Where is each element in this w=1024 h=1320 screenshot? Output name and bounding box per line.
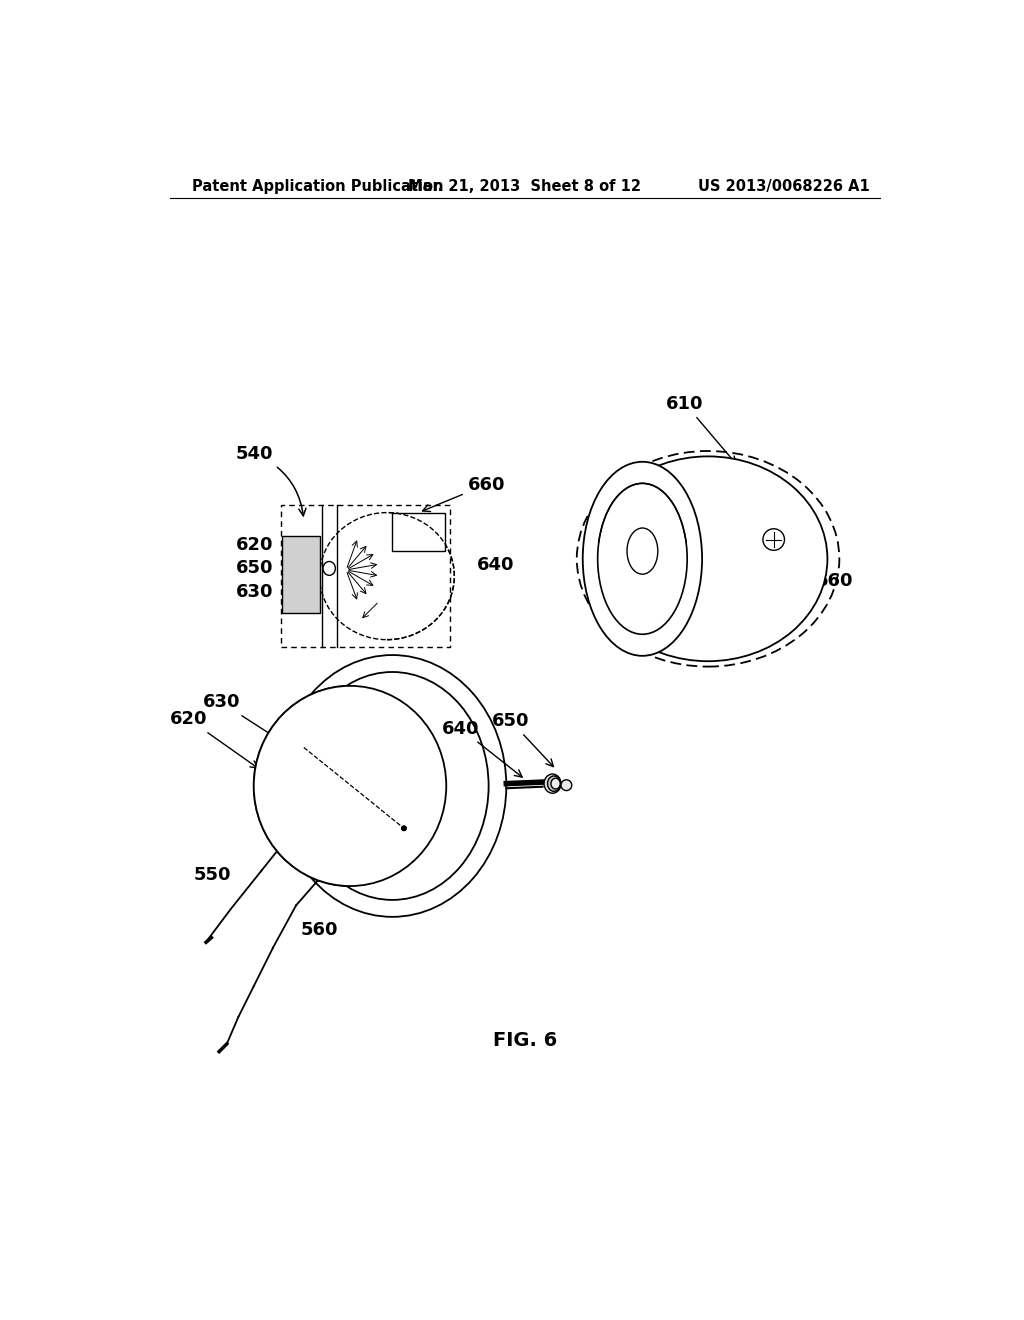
Text: 550: 550 <box>194 866 230 883</box>
Ellipse shape <box>323 561 336 576</box>
Ellipse shape <box>254 686 446 886</box>
Ellipse shape <box>401 826 407 830</box>
Text: FIG. 6: FIG. 6 <box>493 1031 557 1049</box>
Ellipse shape <box>254 686 446 886</box>
Text: 660: 660 <box>423 475 505 512</box>
Ellipse shape <box>763 529 784 550</box>
Ellipse shape <box>589 457 827 661</box>
Bar <box>281 506 451 647</box>
Ellipse shape <box>544 774 561 793</box>
Text: US 2013/0068226 A1: US 2013/0068226 A1 <box>698 178 869 194</box>
Ellipse shape <box>548 776 560 792</box>
Ellipse shape <box>561 780 571 791</box>
Bar <box>392 512 444 552</box>
Ellipse shape <box>401 826 407 830</box>
Bar <box>283 536 319 612</box>
Text: Mar. 21, 2013  Sheet 8 of 12: Mar. 21, 2013 Sheet 8 of 12 <box>409 178 641 194</box>
Text: 620: 620 <box>170 710 258 768</box>
Text: 620: 620 <box>236 536 273 554</box>
Text: 630: 630 <box>236 582 273 601</box>
Ellipse shape <box>627 528 657 574</box>
Text: Patent Application Publication: Patent Application Publication <box>193 178 443 194</box>
Ellipse shape <box>598 483 687 635</box>
Text: 660: 660 <box>786 546 854 590</box>
Text: 630: 630 <box>203 693 287 744</box>
Text: 610: 610 <box>667 395 736 463</box>
Ellipse shape <box>296 672 488 900</box>
Text: 650: 650 <box>236 560 273 577</box>
Text: 560: 560 <box>300 921 338 939</box>
Text: 640: 640 <box>477 556 514 574</box>
Ellipse shape <box>551 779 560 789</box>
Text: 540: 540 <box>236 445 306 516</box>
Text: 650: 650 <box>492 711 553 767</box>
Ellipse shape <box>577 451 840 667</box>
Ellipse shape <box>583 462 702 656</box>
Text: 640: 640 <box>442 719 522 777</box>
